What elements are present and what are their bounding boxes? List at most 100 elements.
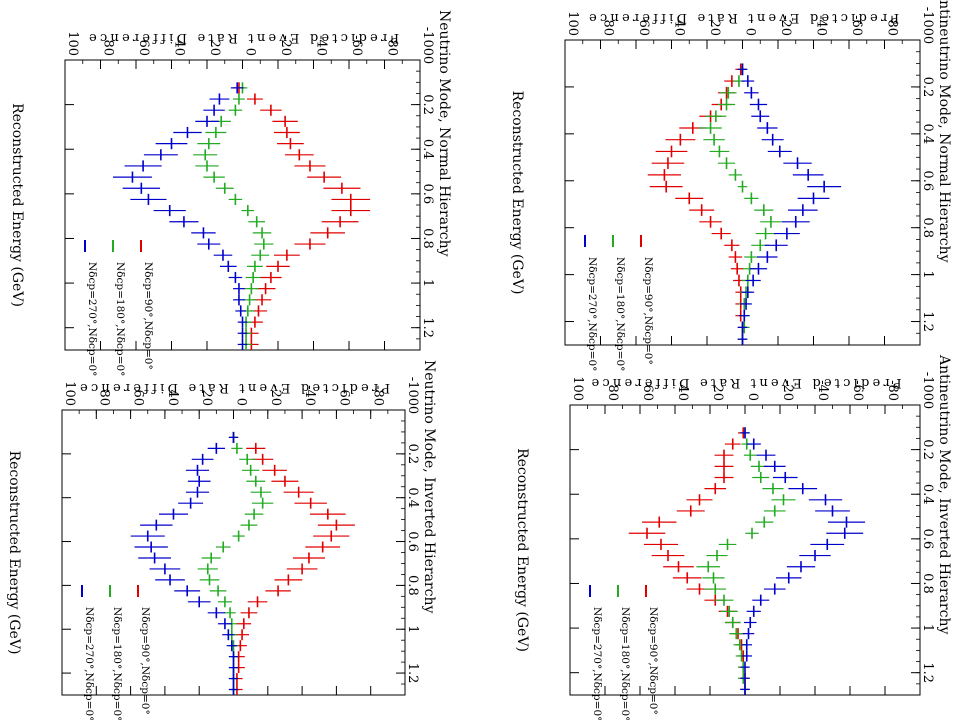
y-axis-title: Predicted Event Rate Difference	[86, 30, 399, 45]
x-tick-label: 0.2	[420, 94, 435, 115]
x-tick-label: 0.6	[920, 170, 935, 191]
x-tick-label: 1.2	[405, 663, 420, 684]
x-tick-label: 0.6	[405, 531, 420, 552]
y-tick-label: -80	[885, 15, 900, 36]
x-tick-label: 1	[920, 270, 935, 278]
series-3	[112, 82, 248, 350]
x-tick-label: 1	[420, 279, 435, 287]
y-tick-label: -60	[850, 380, 865, 401]
y-axis-title: Predicted Event Rate Difference	[588, 375, 901, 390]
legend-label: Nδcp=180°,Nδcp=0°	[114, 262, 126, 376]
legend-label: Nδcp=90°,Nδcp=0°	[647, 607, 659, 715]
y-tick-label: 100	[62, 381, 77, 406]
legend-label: Nδcp=270°,Nδcp=0°	[86, 262, 98, 376]
x-tick-label: 0.4	[920, 124, 935, 145]
x-tick-label: 1.2	[920, 311, 935, 332]
y-tick-label: -80	[385, 35, 400, 56]
y-tick-label: 0	[745, 393, 760, 401]
x-tick-label: 1	[405, 625, 420, 633]
y-tick-label: 0	[243, 48, 258, 56]
y-tick-label: 40	[165, 389, 180, 406]
x-tick-label: 0.6	[420, 184, 435, 205]
panel-title: Antineutrino Mode, Inverted Hierarchy	[936, 354, 952, 634]
panel-anu-nh: -100 -80 -60 -40 -20 0 20 40 60 80 100 0 0.2 0.4 0.6 0.…	[509, 0, 952, 371]
legend-label: Nδcp=90°,Nδcp=0°	[642, 257, 654, 365]
y-tick-label: 80	[601, 19, 616, 36]
y-tick-label: 100	[565, 11, 580, 36]
x-axis-title: Reconstructed Energy (GeV)	[514, 448, 530, 652]
series-3	[130, 431, 239, 695]
series-3	[740, 427, 866, 695]
legend: Nδcp=90°,Nδcp=0° Nδcp=180°,Nδcp=0° Nδcp=27…	[81, 585, 151, 720]
x-tick-label: 0.6	[920, 529, 935, 550]
y-tick-label: 100	[570, 376, 585, 401]
y-tick-label: 20	[710, 384, 725, 401]
legend-label: Nδcp=90°,Nδcp=0°	[139, 607, 151, 715]
legend: Nδcp=90°,Nδcp=0° Nδcp=180°,Nδcp=0° Nδcp=27…	[84, 240, 154, 376]
legend: Nδcp=90°,Nδcp=0° Nδcp=180°,Nδcp=0° Nδcp=27…	[589, 585, 659, 720]
y-tick-label: 40	[172, 39, 187, 56]
series-2	[197, 431, 274, 695]
x-tick-label: 1	[920, 624, 935, 632]
x-tick-label: 0.2	[405, 444, 420, 465]
x-tick-label: 0	[920, 401, 935, 409]
y-tick-label: -100	[920, 372, 935, 401]
y-tick-label: -20	[278, 35, 293, 56]
legend-label: Nδcp=270°,Nδcp=0°	[83, 607, 95, 720]
y-tick-label: -60	[336, 385, 351, 406]
x-tick-label: 0.4	[405, 487, 420, 508]
series-1	[228, 431, 355, 695]
y-tick-label: 40	[672, 19, 687, 36]
x-tick-label: 1.2	[920, 662, 935, 683]
y-tick-label: 100	[65, 31, 80, 56]
legend-label: Nδcp=180°,Nδcp=0°	[614, 257, 626, 371]
panel-title: Neutrino Mode, Inverted Hierarchy	[421, 360, 437, 613]
panel-title: Neutrino Mode, Normal Hierarchy	[436, 10, 452, 257]
y-tick-label: -60	[349, 35, 364, 56]
y-tick-label: 60	[640, 384, 655, 401]
series-1	[233, 82, 371, 350]
x-tick-label: 0.4	[920, 484, 935, 505]
y-tick-label: -40	[815, 380, 830, 401]
y-tick-label: 40	[675, 384, 690, 401]
y-tick-label: 80	[605, 384, 620, 401]
x-tick-label: 0.4	[420, 139, 435, 160]
series-2	[193, 82, 274, 350]
y-tick-label: -20	[778, 15, 793, 36]
y-axis-title: Predicted Event Rate Difference	[77, 380, 390, 395]
y-tick-label: -20	[780, 380, 795, 401]
y-tick-label: -40	[314, 35, 329, 56]
x-tick-label: 0	[420, 56, 435, 64]
x-tick-label: 0.2	[920, 77, 935, 98]
y-tick-label: -100	[420, 27, 435, 56]
y-tick-label: 60	[136, 39, 151, 56]
y-tick-label: -100	[405, 377, 420, 406]
panel-nu-nh: -100 -80 -60 -40 -20 0 20 40 60 80 100 0 0.2 0.4 0.6 0.…	[9, 10, 452, 376]
legend-label: Nδcp=90°,Nδcp=0°	[142, 262, 154, 370]
x-tick-label: 0	[920, 36, 935, 44]
legend-label: Nδcp=270°,Nδcp=0°	[591, 607, 603, 720]
y-axis-title: Predicted Event Rate Difference	[586, 10, 899, 25]
y-tick-label: 0	[234, 398, 249, 406]
y-tick-label: 0	[743, 28, 758, 36]
series-3	[737, 63, 842, 345]
y-tick-label: 80	[96, 389, 111, 406]
y-tick-label: 20	[707, 19, 722, 36]
series-1	[647, 63, 748, 345]
x-axis-title: Reconstructed Energy (GeV)	[6, 451, 22, 655]
legend-label: Nδcp=180°,Nδcp=0°	[619, 607, 631, 720]
y-tick-label: -80	[885, 380, 900, 401]
y-tick-label: -100	[920, 7, 935, 36]
x-axis-title: Reconstructed Energy (GeV)	[9, 103, 25, 307]
x-tick-label: 1.2	[420, 317, 435, 338]
y-tick-label: -20	[268, 385, 283, 406]
y-tick-label: 20	[207, 39, 222, 56]
legend-label: Nδcp=270°,Nδcp=0°	[586, 257, 598, 371]
y-tick-label: 20	[199, 389, 214, 406]
x-tick-label: 0.8	[420, 228, 435, 249]
y-tick-label: -80	[371, 385, 386, 406]
panel-anu-ih: -100 -80 -60 -40 -20 0 20 40 60 80 100 0 0.2 0.4 0.6 0.…	[514, 354, 952, 720]
x-tick-label: 0.8	[405, 575, 420, 596]
legend: Nδcp=90°,Nδcp=0° Nδcp=180°,Nδcp=0° Nδcp=27…	[584, 235, 654, 371]
legend-label: Nδcp=180°,Nδcp=0°	[111, 607, 123, 720]
